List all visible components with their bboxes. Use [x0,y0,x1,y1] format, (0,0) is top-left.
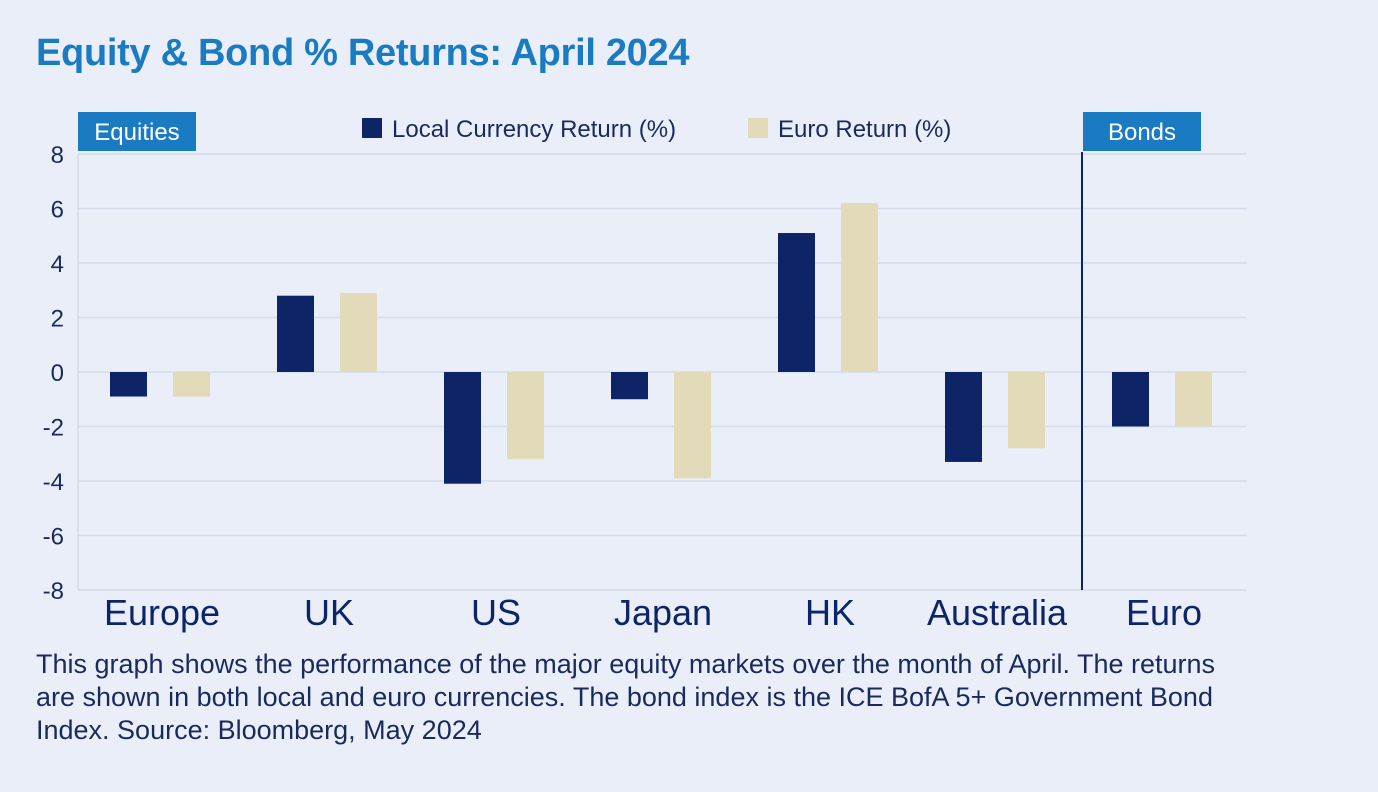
axis-layer: 8 6 4 2 0 -2 -4 -6 -8 Europe UK US Japan HK Australia E… [43,142,1202,633]
y-tick-label: -4 [43,469,64,496]
y-tick-label: 8 [51,142,64,169]
x-tick-label: Japan [614,592,712,633]
legend-swatch [362,118,382,138]
bar-euro-hk [841,203,878,372]
grid-layer [78,153,1247,591]
y-tick-label: 4 [51,251,64,278]
bar-local-japan [611,372,648,400]
group-tags: Equities Bonds [78,112,1201,151]
chart-caption: This graph shows the performance of the … [36,649,1216,745]
legend-label: Euro Return (%) [778,116,951,143]
x-tick-label: Europe [104,592,220,633]
x-tick-label: Euro [1126,592,1202,633]
x-tick-label: UK [304,592,354,633]
bar-local-australia [945,372,982,462]
y-tick-label: 6 [51,197,64,224]
legend-swatch [748,118,768,138]
x-tick-label: Australia [927,592,1068,633]
bar-local-europe [110,372,147,397]
group-tag-label: Bonds [1108,119,1176,146]
group-tag-bonds [1083,112,1201,151]
x-tick-label: HK [805,592,855,633]
bar-local-uk [277,295,314,372]
bars-layer [110,203,1212,484]
bar-euro-europe [173,372,210,397]
y-tick-label: 2 [51,306,64,333]
x-tick-label: US [471,592,521,633]
bar-euro-japan [674,372,711,479]
group-tag-label: Equities [94,119,179,146]
chart-title: Equity & Bond % Returns: April 2024 [36,32,690,74]
bar-euro-uk [340,292,377,372]
bar-local-euro [1112,372,1149,427]
bar-euro-us [507,372,544,460]
group-tag-equities [78,112,196,151]
bar-local-us [444,372,481,484]
y-tick-label: -8 [43,578,64,605]
bar-local-hk [778,233,815,372]
bar-chart: 8 6 4 2 0 -2 -4 -6 -8 Europe UK US Japan HK Australia E… [43,112,1247,633]
legend: Local Currency Return (%) Euro Return (%) [362,116,951,143]
legend-label: Local Currency Return (%) [392,116,676,143]
bar-euro-euro [1175,372,1212,427]
y-tick-label: -6 [43,524,64,551]
bar-euro-australia [1008,372,1045,449]
y-tick-label: 0 [51,360,64,387]
y-tick-label: -2 [43,415,64,442]
